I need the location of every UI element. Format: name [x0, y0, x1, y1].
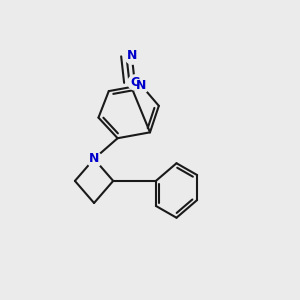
- Text: N: N: [136, 79, 146, 92]
- Text: N: N: [89, 152, 99, 165]
- Text: C: C: [131, 76, 140, 89]
- Text: N: N: [127, 49, 137, 62]
